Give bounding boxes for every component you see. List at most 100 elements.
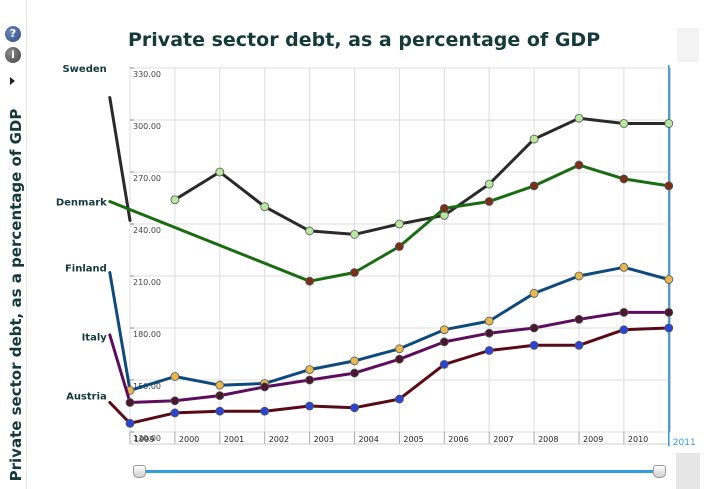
series-line <box>174 116 669 236</box>
help-icon[interactable]: ? <box>5 26 21 42</box>
series-finland: Finland <box>65 262 674 395</box>
data-point <box>529 134 539 144</box>
data-point <box>484 179 494 189</box>
series-leader-line <box>108 271 132 392</box>
data-point <box>305 226 315 236</box>
series-label: Italy <box>82 333 108 344</box>
data-point <box>170 396 180 406</box>
series-label: Finland <box>65 263 107 274</box>
x-tick-label: 2008 <box>538 435 558 444</box>
x-axis-ticks: 1999 2000 2001 2002 2003 2004 2005 2006 2007 2008… <box>129 432 670 445</box>
data-point <box>125 418 135 428</box>
y-tick-label: 270.00 <box>133 174 161 183</box>
x-tick-label: 1999 <box>134 435 154 444</box>
data-point <box>350 229 359 239</box>
chart-title: Private sector debt, as a percentage of … <box>128 29 601 51</box>
data-point <box>215 391 225 401</box>
data-point <box>529 323 539 333</box>
series-austria: Austria <box>66 323 674 428</box>
data-point <box>350 268 359 277</box>
series-leader-line <box>108 333 132 404</box>
current-year-label: 2011 <box>673 438 696 448</box>
data-point <box>664 307 674 317</box>
y-tick-label: 330.00 <box>133 70 161 79</box>
data-point <box>394 394 404 404</box>
data-point <box>664 181 674 191</box>
data-point <box>619 174 629 184</box>
data-point <box>484 328 494 338</box>
x-tick-label: 2010 <box>628 435 648 444</box>
x-tick-label: 2003 <box>314 435 334 444</box>
data-point <box>619 262 629 272</box>
corner-panel <box>677 28 699 62</box>
y-tick-label: 120.00 <box>133 434 161 443</box>
y-tick-label: 240.00 <box>133 226 161 235</box>
data-point <box>394 344 404 354</box>
data-point <box>619 325 629 335</box>
data-point <box>305 401 315 411</box>
expand-arrow-icon[interactable] <box>10 77 15 85</box>
x-tick-label: 2005 <box>403 435 423 444</box>
data-point <box>170 372 180 381</box>
y-tick-label: 180.00 <box>133 330 161 339</box>
data-point <box>484 346 494 355</box>
data-point <box>664 119 674 128</box>
data-point <box>619 307 629 317</box>
data-point <box>664 323 674 333</box>
data-point <box>574 160 584 170</box>
data-point <box>350 368 359 378</box>
scroll-gutter[interactable] <box>676 453 700 489</box>
data-point <box>574 113 584 123</box>
data-point <box>260 406 270 416</box>
x-tick-label: 2004 <box>359 435 379 444</box>
data-point <box>439 203 449 213</box>
x-tick-label: 2009 <box>583 435 603 444</box>
x-tick-label: 2002 <box>269 435 289 444</box>
data-point <box>664 275 674 284</box>
y-tick-label: 300.00 <box>133 122 161 131</box>
data-point <box>529 181 539 191</box>
data-point <box>574 271 584 281</box>
data-point <box>574 340 584 350</box>
data-point <box>529 288 539 298</box>
series-label: Austria <box>66 392 107 403</box>
series-label: Denmark <box>56 197 107 208</box>
slider-start-handle[interactable] <box>133 465 146 478</box>
info-icon[interactable]: i <box>5 47 21 63</box>
year-range-slider[interactable] <box>140 470 660 473</box>
toolbar-divider <box>26 0 27 489</box>
data-point <box>305 375 315 385</box>
data-point <box>439 337 449 347</box>
data-point <box>215 380 225 390</box>
data-point <box>439 325 449 335</box>
data-point <box>170 195 180 205</box>
data-point <box>260 202 270 212</box>
data-point <box>350 403 359 413</box>
data-point <box>170 408 180 418</box>
series-layer: Sweden Denmark Finland Italy Austria <box>56 64 674 428</box>
data-point <box>305 365 315 375</box>
data-point <box>574 314 584 324</box>
x-tick-label: 2001 <box>224 435 244 444</box>
data-point <box>125 398 135 407</box>
y-tick-label: 210.00 <box>133 278 161 287</box>
series-label: Sweden <box>62 64 106 75</box>
series-denmark: Denmark <box>56 160 674 286</box>
data-point <box>484 197 494 206</box>
series-sweden: Sweden <box>62 64 674 239</box>
data-point <box>260 382 270 392</box>
data-point <box>350 356 359 366</box>
data-point <box>529 340 539 350</box>
data-point <box>305 276 315 286</box>
data-point <box>394 219 404 229</box>
x-tick-label: 2007 <box>493 435 513 444</box>
data-point <box>484 316 494 326</box>
data-point <box>619 119 629 128</box>
slider-end-handle[interactable] <box>653 465 666 478</box>
series-leader-line <box>108 200 312 283</box>
data-point <box>394 354 404 364</box>
series-italy: Italy <box>82 307 674 407</box>
x-tick-label: 2006 <box>448 435 468 444</box>
data-point <box>394 242 404 251</box>
x-tick-label: 2000 <box>179 435 199 444</box>
